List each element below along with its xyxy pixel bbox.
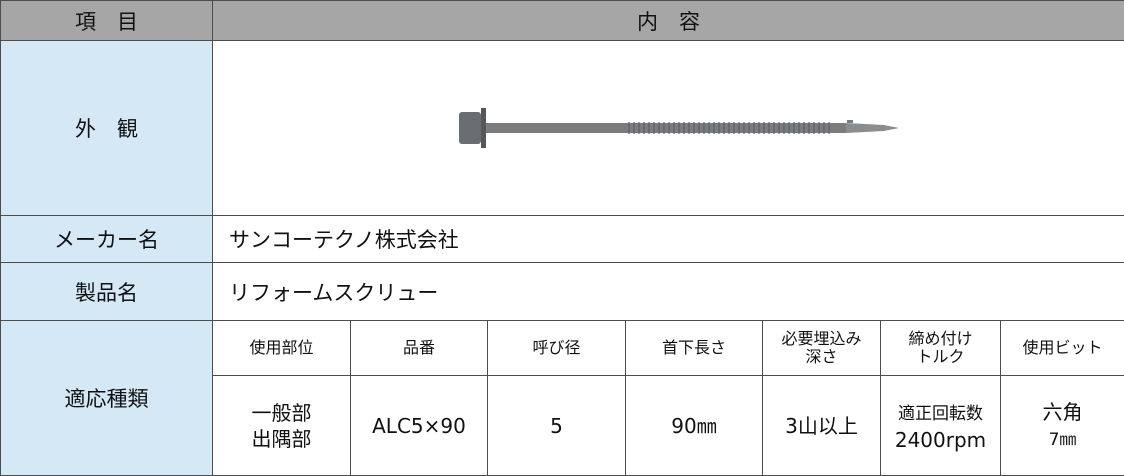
cell-line: 使用ビット [1023, 338, 1103, 357]
cell-line: 呼び径 [532, 338, 580, 357]
spec-value: ALC5×90 [351, 376, 488, 476]
product-name: リフォームスクリュー [229, 281, 438, 305]
cell-line: 必要埋込み [781, 329, 861, 348]
cell-line: 7㎜ [1049, 430, 1077, 450]
cell-line: 2400rpm [895, 428, 986, 452]
cell-line: 出隅部 [252, 427, 312, 451]
spec-value: 六角 7㎜ [1001, 376, 1124, 476]
cell-line: 一般部 [252, 401, 312, 425]
label-cell: 外 観 [1, 41, 213, 216]
screw-image [219, 98, 1119, 158]
cell-line: 深さ [805, 347, 837, 366]
cell-line: 品番 [403, 338, 435, 357]
cell-line: 首下長さ [662, 338, 726, 357]
value-cell: サンコーテクノ株式会社 [213, 216, 1124, 263]
cell-line: 5 [550, 414, 563, 438]
spec-value: 3山以上 [763, 376, 881, 476]
header-cell: 項 目 [1, 1, 213, 41]
spec-value: 一般部出隅部 [213, 376, 351, 476]
cell-line: 六角 [1043, 400, 1083, 424]
spec-value: 90㎜ [626, 376, 763, 476]
label: 外 観 [75, 117, 138, 141]
column-header: 使用部位 [213, 321, 351, 376]
label: メーカー名 [54, 228, 159, 252]
cell-line: トルク [916, 347, 964, 366]
cell-line: 3山以上 [785, 414, 858, 438]
cell-line: 締め付け [908, 329, 972, 348]
cell-line: 90㎜ [671, 414, 716, 438]
cell-line: 適正回転数 [898, 404, 983, 424]
header-cell: 内 容 [213, 1, 1124, 41]
column-header: 呼び径 [488, 321, 626, 376]
label: 適応種類 [65, 387, 149, 411]
label-cell: 適応種類 [1, 321, 213, 476]
label: 製品名 [75, 281, 138, 305]
spec-value: 5 [488, 376, 626, 476]
value-cell: リフォームスクリュー [213, 263, 1124, 321]
column-header: 必要埋込み深さ [763, 321, 881, 376]
label-cell: メーカー名 [1, 216, 213, 263]
image-cell [213, 41, 1124, 216]
column-header: 使用ビット [1001, 321, 1124, 376]
column-header: 締め付けトルク [881, 321, 1001, 376]
cell-line: 使用部位 [249, 338, 313, 357]
column-header: 首下長さ [626, 321, 763, 376]
column-header: 品番 [351, 321, 488, 376]
label-cell: 製品名 [1, 263, 213, 321]
header-content: 内 容 [637, 10, 700, 34]
maker-name: サンコーテクノ株式会社 [229, 228, 459, 252]
spec-value: 適正回転数 2400rpm [881, 376, 1001, 476]
header-item: 項 目 [75, 10, 138, 34]
cell-line: ALC5×90 [372, 414, 466, 438]
